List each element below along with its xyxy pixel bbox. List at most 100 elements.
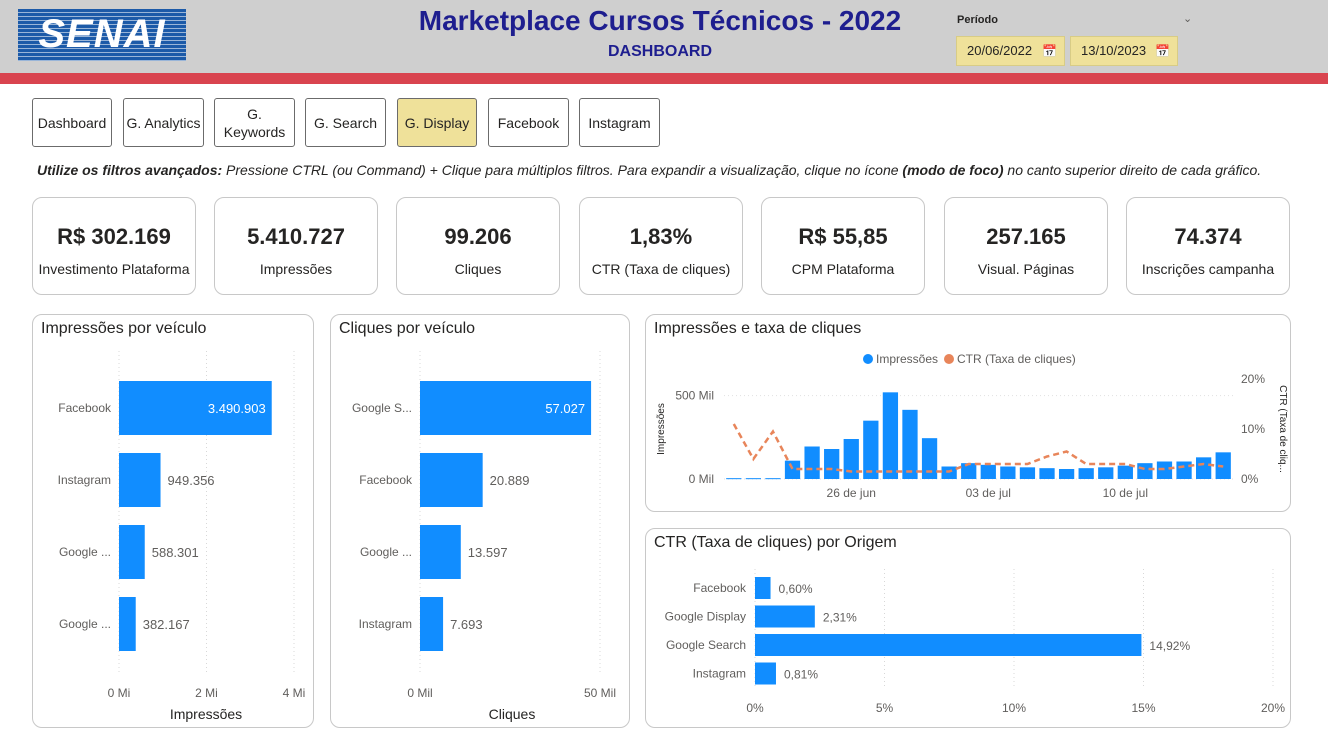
category-label: Facebook (693, 581, 747, 595)
kpi-value: 74.374 (1174, 224, 1242, 249)
bar (1098, 467, 1114, 479)
bar (119, 453, 161, 507)
cliques-bar-chart: 0 Mil 50 Mil Google S... 57.027 Facebook 20.8… (352, 351, 616, 722)
category-label: Google ... (360, 545, 412, 559)
category-label: Google Search (666, 638, 746, 652)
kpi-card-inscricoes: 74.374 Inscrições campanha (1126, 197, 1290, 295)
category-label: Google ... (59, 545, 111, 559)
data-label: 588.301 (152, 545, 199, 560)
legend-label: Impressões (876, 352, 938, 366)
nav-dashboard-button[interactable]: Dashboard (32, 98, 112, 147)
kpi-value: 5.410.727 (247, 224, 345, 249)
bar (420, 453, 483, 507)
chart-title: Cliques por veículo (339, 320, 476, 337)
page-subtitle: DASHBOARD (608, 43, 712, 60)
kpi-label: Visual. Páginas (977, 261, 1075, 277)
header-bar: SENAI Marketplace Cursos Técnicos - 2022… (0, 0, 1328, 73)
impressoes-ctr-combo-chart: Impressões CTR (Taxa de cliques) 0 Mil 500 … (656, 352, 1288, 500)
ctr-line (732, 423, 1224, 473)
date-end-input[interactable]: 13/10/2023 📅 (1070, 36, 1178, 66)
chart-card-ctr-origem[interactable]: CTR (Taxa de cliques) por Origem 0% 5% 10%… (645, 528, 1291, 728)
bar (1176, 461, 1192, 479)
data-label: 0,60% (779, 582, 813, 596)
x-tick-label: 20% (1261, 701, 1285, 715)
bar (1019, 467, 1036, 479)
x-tick-label: 0 Mi (108, 686, 131, 700)
bar (921, 438, 938, 479)
bar (119, 381, 272, 435)
category-label: Google S... (352, 401, 412, 415)
nav-analytics-button[interactable]: G. Analytics (123, 98, 204, 147)
kpi-label: Impressões (259, 261, 333, 277)
bar (755, 577, 771, 599)
data-label: 14,92% (1149, 639, 1190, 653)
bar (1039, 468, 1055, 479)
bar (902, 409, 918, 479)
page-title: Marketplace Cursos Técnicos - 2022 (418, 5, 902, 36)
calendar-icon[interactable]: 📅 (1155, 44, 1170, 58)
x-tick-label: 15% (1131, 701, 1155, 715)
chevron-down-icon[interactable]: ⌄ (1183, 13, 1193, 25)
x-axis-title: Impressões (170, 706, 242, 722)
kpi-card-cpm: R$ 55,85 CPM Plataforma (761, 197, 925, 295)
kpi-label: Inscrições campanha (1141, 261, 1275, 277)
chart-card-impressoes-ctr[interactable]: Impressões e taxa de cliques Impressões C… (645, 314, 1291, 512)
date-start-input[interactable]: 20/06/2022 📅 (956, 36, 1065, 66)
kpi-value: 99.206 (444, 224, 512, 249)
bar (420, 525, 461, 579)
x-tick-label: 03 de jul (966, 486, 1011, 500)
category-label: Google ... (59, 617, 111, 631)
bar (804, 446, 820, 479)
data-label: 0,81% (784, 668, 818, 682)
x-tick-label: 5% (876, 701, 894, 715)
bar (1000, 466, 1016, 479)
legend-marker-impressoes (863, 354, 873, 364)
period-label: Período (957, 14, 998, 26)
y2-tick-label: 10% (1241, 422, 1265, 436)
date-end-value: 13/10/2023 (1081, 43, 1147, 58)
chart-title: CTR (Taxa de cliques) por Origem (654, 534, 897, 551)
x-tick-label: 4 Mi (283, 686, 306, 700)
kpi-card-ctr: 1,83% CTR (Taxa de cliques) (579, 197, 743, 295)
kpi-card-visualizacoes: 257.165 Visual. Páginas (944, 197, 1108, 295)
x-tick-label: 26 de jun (827, 486, 876, 500)
y2-tick-label: 20% (1241, 372, 1265, 386)
data-label: 20.889 (490, 473, 530, 488)
bar (119, 597, 136, 651)
y2-axis-title: CTR (Taxa de cliq... (1277, 385, 1288, 473)
kpi-value: R$ 302.169 (57, 224, 171, 249)
data-label: 3.490.903 (208, 401, 266, 416)
nav-search-button[interactable]: G. Search (305, 98, 386, 147)
y-tick-label: 500 Mil (675, 389, 714, 403)
bar (1137, 463, 1153, 479)
nav-keywords-button[interactable]: G. Keywords (214, 98, 295, 147)
nav-instagram-button[interactable]: Instagram (579, 98, 660, 147)
data-label: 7.693 (450, 617, 483, 632)
bar (420, 597, 444, 651)
instructions-text: Utilize os filtros avançados: Pressione … (37, 162, 1262, 178)
date-start-value: 20/06/2022 (967, 43, 1033, 58)
bar (755, 634, 1142, 656)
chart-card-cliques-veiculo[interactable]: Cliques por veículo 0 Mil 50 Mil Google S.… (330, 314, 630, 728)
kpi-value: 257.165 (986, 224, 1066, 249)
chart-card-impressoes-veiculo[interactable]: Impressões por veículo 0 Mi 2 Mi 4 Mi Faceb… (32, 314, 314, 728)
bar (1078, 468, 1094, 479)
nav-facebook-button[interactable]: Facebook (488, 98, 569, 147)
bar (726, 478, 742, 480)
calendar-icon[interactable]: 📅 (1042, 44, 1057, 58)
category-label: Google Display (665, 610, 746, 624)
x-tick-label: 0 Mil (407, 686, 432, 700)
category-label: Instagram (693, 667, 746, 681)
data-label: 57.027 (545, 401, 585, 416)
senai-logo: SENAI (18, 9, 186, 61)
kpi-value: 1,83% (629, 224, 693, 249)
kpi-label: Cliques (454, 261, 502, 277)
category-label: Instagram (359, 617, 412, 631)
nav-display-button[interactable]: G. Display (397, 98, 477, 147)
bar (784, 460, 801, 479)
y-tick-label: 0 Mil (689, 472, 714, 486)
kpi-card-investimento: R$ 302.169 Investimento Plataforma (32, 197, 196, 295)
bar (119, 525, 145, 579)
x-tick-label: 50 Mil (584, 686, 616, 700)
category-label: Instagram (58, 473, 111, 487)
